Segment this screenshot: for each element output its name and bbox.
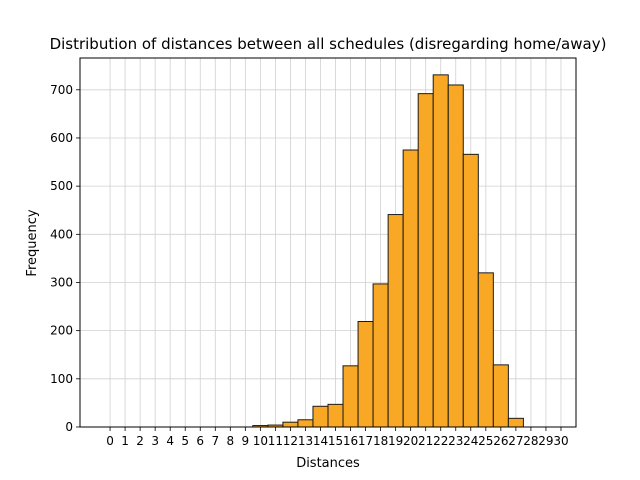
bar <box>447 84 464 428</box>
bar <box>327 403 344 428</box>
x-axis-label: Distances <box>296 456 360 471</box>
x-tick-label: 12 <box>283 434 298 448</box>
bar <box>357 321 374 428</box>
x-tick-label: 20 <box>403 434 418 448</box>
x-tick-label: 18 <box>373 434 388 448</box>
x-tick-label: 8 <box>226 434 234 448</box>
x-tick-label: 11 <box>268 434 283 448</box>
bar <box>297 419 314 428</box>
y-axis-label: Frequency <box>25 209 40 276</box>
bar <box>507 417 524 428</box>
y-axis-ticks: 0 100 200 300 400 500 600 700 <box>50 83 80 434</box>
y-tick-label: 500 <box>50 179 73 193</box>
bar <box>432 74 449 428</box>
x-tick-label: 0 <box>106 434 114 448</box>
y-tick-label: 600 <box>50 131 73 145</box>
x-tick-label: 23 <box>448 434 463 448</box>
x-tick-label: 21 <box>418 434 433 448</box>
plot-frame <box>79 57 577 428</box>
bar <box>477 272 494 428</box>
x-tick-label: 4 <box>166 434 174 448</box>
y-tick-label: 0 <box>65 420 73 434</box>
x-tick-label: 15 <box>328 434 343 448</box>
y-tick-label: 200 <box>50 324 73 338</box>
x-tick-label: 2 <box>136 434 144 448</box>
x-tick-label: 3 <box>151 434 159 448</box>
x-tick-label: 24 <box>463 434 478 448</box>
bar <box>462 153 479 428</box>
x-tick-label: 25 <box>478 434 493 448</box>
x-tick-label: 22 <box>433 434 448 448</box>
x-tick-label: 29 <box>538 434 553 448</box>
x-tick-label: 6 <box>196 434 204 448</box>
x-tick-label: 9 <box>242 434 250 448</box>
bars <box>252 74 524 428</box>
chart-title: Distribution of distances between all sc… <box>50 35 607 53</box>
x-axis-ticks: 0 1 2 3 4 5 6 7 8 9 10 11 12 13 14 15 16 17 18 19 20 21 22 23 24… <box>106 427 569 448</box>
y-tick-label: 300 <box>50 275 73 289</box>
y-tick-label: 100 <box>50 372 73 386</box>
x-tick-label: 26 <box>493 434 508 448</box>
x-tick-label: 28 <box>523 434 538 448</box>
x-tick-label: 7 <box>211 434 219 448</box>
y-tick-label: 700 <box>50 83 73 97</box>
bar <box>372 283 389 428</box>
x-tick-label: 17 <box>358 434 373 448</box>
bar <box>282 421 299 428</box>
x-tick-label: 5 <box>181 434 189 448</box>
x-tick-label: 10 <box>253 434 268 448</box>
bar <box>402 149 419 428</box>
x-tick-label: 30 <box>553 434 568 448</box>
x-tick-label: 13 <box>298 434 313 448</box>
x-tick-label: 1 <box>121 434 129 448</box>
bar <box>387 214 404 428</box>
x-tick-label: 16 <box>343 434 358 448</box>
x-tick-label: 19 <box>388 434 403 448</box>
x-tick-label: 27 <box>508 434 523 448</box>
x-tick-label: 14 <box>313 434 328 448</box>
bar <box>342 365 359 428</box>
bar <box>312 405 329 428</box>
bar <box>492 364 509 428</box>
y-tick-label: 400 <box>50 227 73 241</box>
bar <box>417 93 434 428</box>
